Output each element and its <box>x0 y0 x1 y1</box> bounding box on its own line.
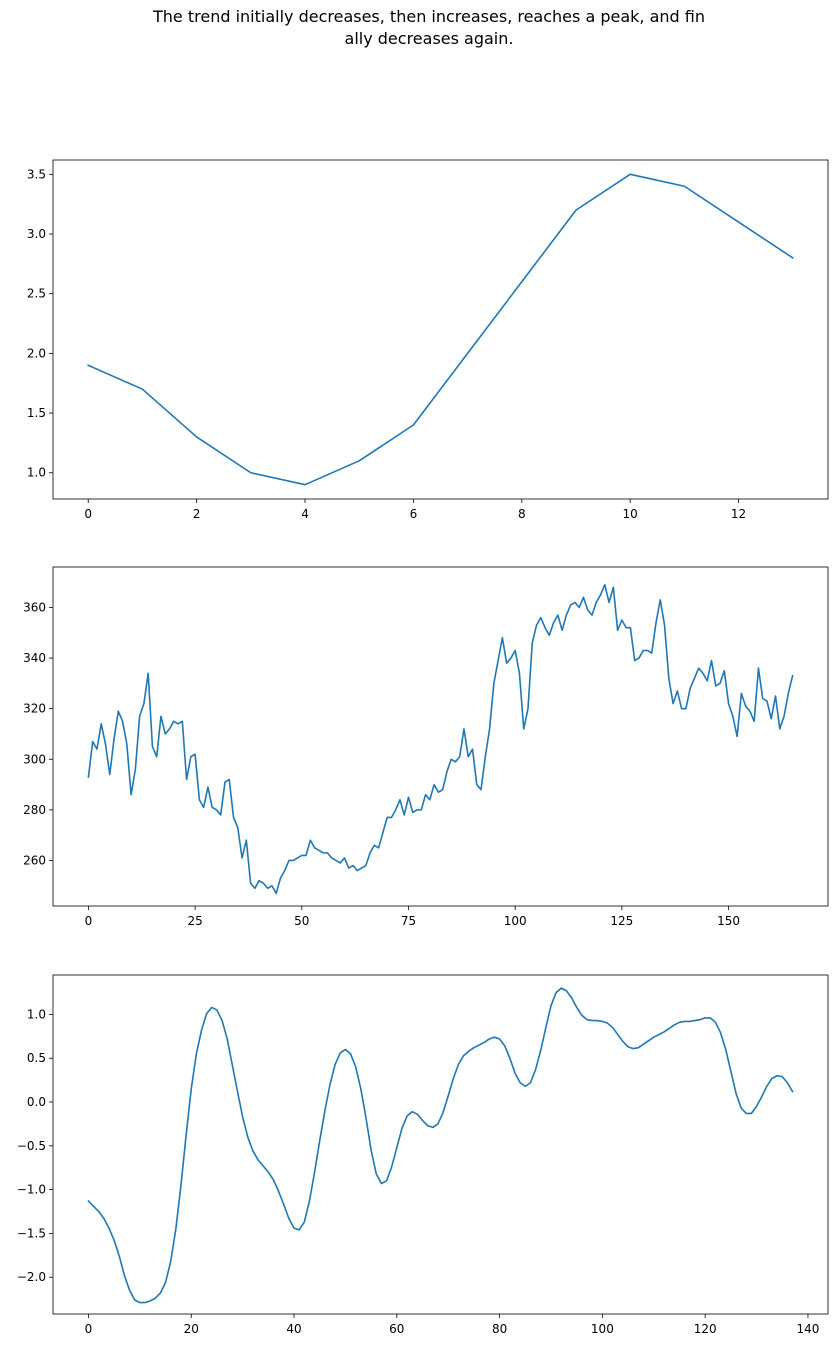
y-tick-label: −1.0 <box>17 1183 46 1197</box>
y-tick-label: 300 <box>23 752 46 766</box>
x-tick-label: 125 <box>610 914 633 928</box>
y-tick-label: 320 <box>23 702 46 716</box>
x-tick-label: 0 <box>84 507 92 521</box>
x-tick-label: 2 <box>193 507 201 521</box>
x-tick-label: 40 <box>286 1322 301 1336</box>
y-tick-label: 1.0 <box>27 466 46 480</box>
x-tick-label: 6 <box>410 507 418 521</box>
y-tick-label: 2.5 <box>27 287 46 301</box>
axes-frame <box>52 159 829 500</box>
y-tick-label: 280 <box>23 803 46 817</box>
x-tick-label: 0 <box>85 1322 93 1336</box>
axes-frame <box>52 974 829 1315</box>
x-tick-label: 8 <box>518 507 526 521</box>
y-tick-label: 340 <box>23 651 46 665</box>
x-tick-label: 80 <box>492 1322 507 1336</box>
series-line <box>87 173 794 486</box>
y-tick-label: 360 <box>23 600 46 614</box>
figure-title: The trend initially decreases, then incr… <box>0 6 838 50</box>
figure-title-line-1: The trend initially decreases, then incr… <box>153 7 705 26</box>
x-tick-label: 10 <box>623 507 638 521</box>
figure-title-line-2: ally decreases again. <box>344 29 514 48</box>
y-tick-label: −0.5 <box>17 1139 46 1153</box>
x-tick-label: 50 <box>294 914 309 928</box>
x-tick-label: 60 <box>389 1322 404 1336</box>
axes-frame <box>52 566 829 907</box>
y-tick-label: 1.5 <box>27 406 46 420</box>
y-tick-label: 0.0 <box>27 1095 46 1109</box>
y-tick-label: 1.0 <box>27 1007 46 1021</box>
x-tick-label: 0 <box>85 914 93 928</box>
series-line <box>87 583 794 895</box>
y-tick-label: 260 <box>23 853 46 867</box>
x-tick-label: 25 <box>187 914 202 928</box>
x-tick-label: 12 <box>731 507 746 521</box>
x-tick-label: 20 <box>184 1322 199 1336</box>
y-tick-label: −1.5 <box>17 1226 46 1240</box>
x-tick-label: 4 <box>301 507 309 521</box>
y-tick-label: 0.5 <box>27 1051 46 1065</box>
x-tick-label: 100 <box>504 914 527 928</box>
x-tick-label: 120 <box>694 1322 717 1336</box>
y-tick-label: 3.5 <box>27 167 46 181</box>
x-tick-label: 75 <box>401 914 416 928</box>
x-tick-label: 140 <box>797 1322 820 1336</box>
series-line <box>87 987 794 1304</box>
x-tick-label: 100 <box>591 1322 614 1336</box>
y-tick-label: 3.0 <box>27 227 46 241</box>
x-tick-label: 150 <box>717 914 740 928</box>
y-tick-label: 2.0 <box>27 346 46 360</box>
y-tick-label: −2.0 <box>17 1270 46 1284</box>
